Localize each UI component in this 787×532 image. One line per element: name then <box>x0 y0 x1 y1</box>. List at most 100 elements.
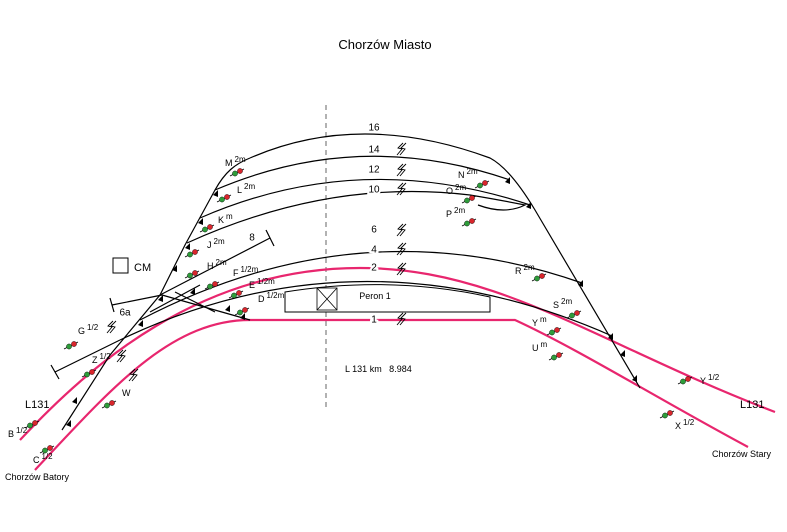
signal-aspect: 2m <box>467 167 478 176</box>
signal-label: J 2m <box>207 237 225 250</box>
signal-label: G 1/2 <box>78 323 99 336</box>
signal-name: J <box>207 240 212 250</box>
track-number: 1 <box>371 315 377 326</box>
signal-light-green <box>464 197 470 204</box>
signal-light-green <box>207 283 213 290</box>
signal-light-red <box>89 369 95 375</box>
signal-label: C 1/2 <box>33 452 53 465</box>
signal-label: E 1/2m <box>249 277 275 290</box>
signal-name: X <box>675 421 681 431</box>
signal-aspect: m <box>541 340 548 349</box>
signal-light-green <box>219 196 225 203</box>
signal-light-green <box>569 312 575 319</box>
signal-aspect: 1/2m <box>267 291 285 300</box>
signal-icon <box>659 410 675 419</box>
signal-light-green <box>84 371 90 378</box>
catenary-marks <box>106 142 407 382</box>
signal-light-green <box>464 220 470 227</box>
signal-aspect: 1/2 <box>16 426 28 435</box>
signal-light-red <box>71 341 77 347</box>
signal-aspect: 1/2 <box>87 323 99 332</box>
track-number: 6a <box>119 308 131 319</box>
signal-light-green <box>231 292 237 299</box>
signal-light-green <box>534 275 540 282</box>
signal-light-red <box>469 218 475 224</box>
signal-light-green <box>662 412 668 419</box>
signal-light-green <box>187 251 193 258</box>
signal-aspect: 2m <box>454 206 465 215</box>
signal-label: M 2m <box>225 155 246 168</box>
signal-aspect: 1/2m <box>257 277 275 286</box>
signal-light-red <box>47 445 53 451</box>
signal-light-red <box>539 273 545 279</box>
kilometer-label: L 131 km 8.984 <box>345 364 412 374</box>
signal-label: Z 1/2 <box>92 352 111 365</box>
signal-light-red <box>554 327 560 333</box>
signal-aspect: 1/2 <box>708 373 720 382</box>
signal-aspect: 2m <box>214 237 225 246</box>
signal-aspect: 1/2 <box>100 352 112 361</box>
signal-name: C <box>33 455 40 465</box>
signal-label: Y 1/2 <box>700 373 720 386</box>
platform <box>284 284 491 313</box>
signal-light-red <box>685 376 691 382</box>
signal-name: G <box>78 326 85 336</box>
track-number: 6 <box>371 225 377 236</box>
track-number: 12 <box>368 165 380 176</box>
signal-light-red <box>207 224 213 230</box>
signal-label: R 2m <box>515 263 535 276</box>
track-number: 10 <box>368 185 380 196</box>
title: Chorzów Miasto <box>338 37 431 52</box>
track-number: 8 <box>249 233 255 244</box>
signal-name: B <box>8 429 14 439</box>
signal-light-red <box>109 400 115 406</box>
signal-aspect: 1/2m <box>241 265 259 274</box>
signal-name: K <box>218 215 224 225</box>
signal-icon <box>566 310 582 319</box>
signal-light-green <box>477 182 483 189</box>
signal-light-red <box>242 307 248 313</box>
signal-name: N <box>458 170 465 180</box>
signal-name: L <box>237 185 242 195</box>
signal-aspect: m <box>540 315 547 324</box>
signal-aspect: 2m <box>455 183 466 192</box>
signal-light-green <box>237 309 243 316</box>
signal-light-red <box>212 281 218 287</box>
signal-aspect: 1/2 <box>42 452 54 461</box>
track-number: 4 <box>371 245 377 256</box>
signal-label: X 1/2 <box>675 418 695 431</box>
signal-light-green <box>66 343 72 350</box>
signal-icon <box>531 273 547 282</box>
signal-label: P 2m <box>446 206 465 219</box>
signal-name: Y <box>700 376 706 386</box>
signal-light-red <box>667 410 673 416</box>
tracks <box>19 133 776 471</box>
signal-icon <box>63 341 79 350</box>
signal-name: W <box>122 388 131 398</box>
signal-light-green <box>549 329 555 336</box>
signal-aspect: 2m <box>216 258 227 267</box>
signal-aspect: 2m <box>524 263 535 272</box>
signal-aspect: m <box>226 212 233 221</box>
signal-label: S 2m <box>553 297 572 310</box>
signal-label: N 2m <box>458 167 478 180</box>
track-number: 2 <box>371 263 377 274</box>
signal-name: M <box>225 158 233 168</box>
signal-name: D <box>258 294 265 304</box>
signal-light-green <box>42 447 48 454</box>
signal-light-green <box>680 378 686 385</box>
signal-label: O 2m <box>446 183 466 196</box>
signal-icon <box>81 369 97 378</box>
signal-icon <box>199 224 215 233</box>
signal-light-red <box>556 352 562 358</box>
destination-label: Chorzów Batory <box>5 472 70 482</box>
signal-icon <box>461 195 477 204</box>
signal-light-red <box>574 310 580 316</box>
signal-icon <box>548 352 564 361</box>
line-label: L131 <box>740 399 764 411</box>
signal-icon <box>461 218 477 227</box>
